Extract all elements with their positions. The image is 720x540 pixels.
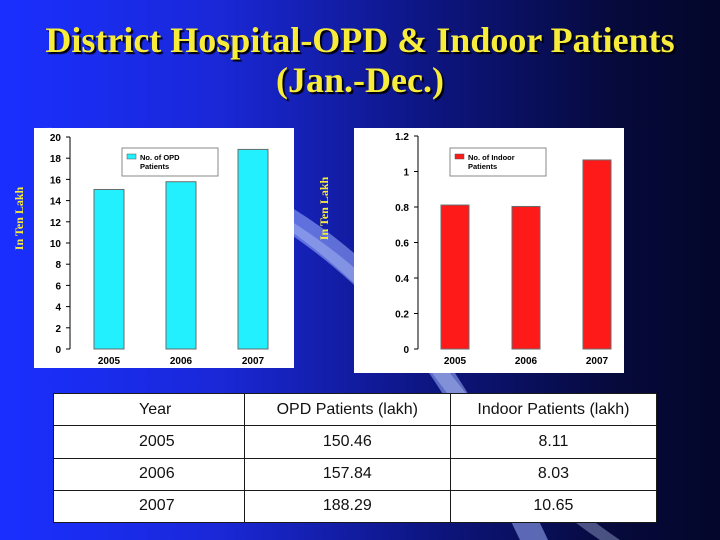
opd-y-tick-label: 4 [55, 303, 61, 314]
table-cell: 2005 [53, 425, 245, 459]
indoor-bar-2005 [440, 204, 470, 350]
patients-table: Year OPD Patients (lakh) Indoor Patients (… [53, 392, 658, 524]
table-header-cell: OPD Patients (lakh) [243, 392, 451, 427]
table-cell: 2006 [53, 457, 245, 491]
patients-table-body: Year OPD Patients (lakh) Indoor Patients (… [53, 392, 658, 524]
opd-y-tick-label: 18 [50, 154, 62, 165]
indoor-y-tick-label: 0.6 [395, 239, 409, 250]
opd-x-tick-label: 2007 [242, 356, 265, 367]
indoor-legend-swatch [454, 153, 465, 160]
opd-bar-2005 [93, 188, 125, 350]
indoor-y-tick-label: 1.2 [395, 132, 409, 143]
slide-number: 79 [643, 505, 656, 517]
opd-legend-swatch [126, 153, 137, 160]
table-header-cell: Year [53, 392, 245, 427]
opd-y-tick-label: 8 [55, 260, 61, 271]
opd-y-tick-label: 0 [55, 345, 61, 356]
opd-y-tick-label: 10 [50, 239, 62, 250]
opd-bar-2006 [165, 181, 197, 350]
opd-bar-2007 [237, 148, 269, 350]
indoor-x-tick-label: 2006 [515, 356, 538, 367]
indoor-y-tick-label: 1 [403, 168, 409, 179]
table-header-cell: Indoor Patients (lakh) [449, 392, 658, 427]
table-cell: 188.29 [243, 489, 451, 524]
opd-y-tick-label: 20 [50, 133, 62, 144]
opd-y-tick-label: 14 [50, 197, 62, 208]
opd-y-tick-label: 2 [55, 324, 61, 335]
indoor-x-tick-label: 2007 [586, 356, 609, 367]
title-line-2: (Jan.-Dec.) [276, 60, 444, 100]
indoor-bar-2006 [511, 205, 541, 350]
table-cell: 10.65 [449, 489, 658, 524]
opd-chart-plot: 0 2 4 6 8 10 12 14 16 18 20 2005 2006 2007 No. of OPD P… [50, 133, 269, 367]
indoor-legend-box [449, 147, 547, 177]
indoor-y-tick-label: 0.8 [395, 203, 409, 214]
opd-x-tick-label: 2005 [98, 356, 121, 367]
table-row: 2007 188.29 10.65 [53, 489, 658, 524]
table-cell: 8.11 [449, 425, 658, 459]
indoor-bar-2007 [582, 159, 612, 350]
indoor-y-tick-label: 0.4 [395, 274, 409, 285]
page-title: District Hospital-OPD & Indoor Patients … [0, 20, 720, 100]
opd-y-tick-label: 12 [50, 218, 62, 229]
table-row: 2006 157.84 8.03 [53, 457, 658, 491]
table-header-row: Year OPD Patients (lakh) Indoor Patients (… [53, 392, 658, 427]
indoor-x-tick-label: 2005 [444, 356, 467, 367]
opd-y-tick-label: 16 [50, 175, 62, 186]
indoor-y-tick-label: 0.2 [395, 310, 409, 321]
table-cell: 150.46 [243, 425, 451, 459]
table-cell: 8.03 [449, 457, 658, 491]
opd-legend-label: No. of OPD Patients [140, 153, 180, 171]
title-line-1: District Hospital-OPD & Indoor Patients [45, 20, 675, 60]
table-cell: 157.84 [243, 457, 451, 491]
opd-legend-box [121, 147, 219, 177]
table-cell: 2007 [53, 489, 245, 524]
opd-legend: No. of OPD Patients [121, 147, 219, 177]
indoor-y-tick-label: 0 [403, 345, 409, 356]
opd-y-tick-label: 6 [55, 281, 61, 292]
opd-x-tick-label: 2006 [170, 356, 193, 367]
table-row: 2005 150.46 8.11 [53, 425, 658, 459]
indoor-legend-label: No. of Indoor Patients [468, 153, 515, 171]
indoor-chart-plot: 0 0.2 0.4 0.6 0.8 1 1.2 2005 2006 2007 No. of Indo… [395, 132, 612, 367]
indoor-legend: No. of Indoor Patients [449, 147, 547, 177]
